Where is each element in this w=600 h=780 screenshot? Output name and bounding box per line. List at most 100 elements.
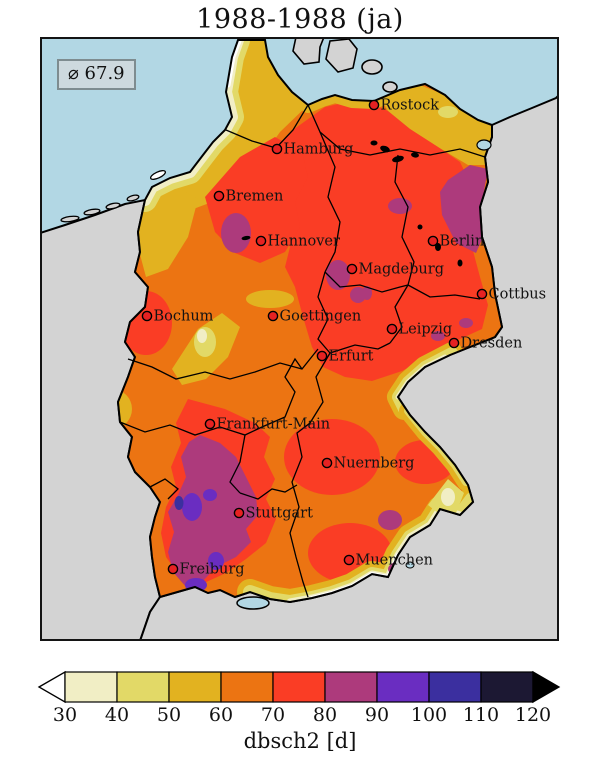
colorbar-segment-110 bbox=[480, 671, 534, 703]
city-marker-leipzig bbox=[386, 323, 398, 335]
city-label-frankfurt-main: Frankfurt-Main bbox=[217, 417, 331, 433]
band-40-coast bbox=[438, 106, 458, 118]
city-label-leipzig: Leipzig bbox=[399, 322, 453, 338]
colorbar-tick-50: 50 bbox=[156, 704, 182, 726]
colorbar-under-arrow bbox=[37, 670, 66, 704]
city-marker-frankfurt-main bbox=[204, 418, 216, 430]
band-30-hessen bbox=[197, 329, 207, 343]
city-marker-hannover bbox=[255, 235, 267, 247]
borders bbox=[116, 39, 504, 604]
band-70-franconia bbox=[284, 419, 380, 495]
band-80-dresden bbox=[431, 331, 445, 341]
band-50-northeast bbox=[380, 85, 492, 165]
germany-border bbox=[116, 39, 504, 604]
wadden-island bbox=[126, 194, 140, 202]
band-80-oder bbox=[440, 165, 488, 253]
lake-lagoon bbox=[476, 139, 492, 151]
band-80-dresden bbox=[459, 318, 473, 328]
city-label-goettingen: Goettingen bbox=[280, 309, 362, 325]
city-marker-cottbus bbox=[476, 288, 488, 300]
frisian-island bbox=[149, 170, 167, 180]
band-90-blob bbox=[182, 493, 202, 521]
city-marker-magdeburg bbox=[346, 263, 358, 275]
city-label-dresden: Dresden bbox=[461, 336, 523, 352]
band-80-southwest bbox=[168, 435, 258, 587]
city-marker-bremen bbox=[213, 190, 225, 202]
colorbar-tick-labels: 30 40 50 60 70 80 90 100 110 120 bbox=[0, 704, 600, 728]
city-marker-dresden bbox=[448, 337, 460, 349]
colorbar-axis-label: dbsch2 [d] bbox=[243, 729, 357, 753]
figure-title: 1988-1988 (ja) bbox=[196, 4, 404, 35]
colorbar-tick-40: 40 bbox=[104, 704, 130, 726]
city-label-rostock: Rostock bbox=[381, 98, 440, 114]
city-marker-muenchen bbox=[343, 554, 355, 566]
band-50-blob bbox=[246, 290, 294, 308]
lake-bodensee bbox=[236, 596, 270, 610]
colorbar-segment-70 bbox=[272, 671, 326, 703]
city-marker-freiburg bbox=[167, 563, 179, 575]
colorbar-tick-30: 30 bbox=[52, 704, 78, 726]
band-70-east bbox=[255, 99, 488, 381]
city-label-berlin: Berlin bbox=[440, 234, 485, 250]
city-label-bochum: Bochum bbox=[154, 309, 214, 325]
colorbar-segment-30 bbox=[64, 671, 118, 703]
city-marker-rostock bbox=[368, 99, 380, 111]
city-label-cottbus: Cottbus bbox=[489, 287, 547, 303]
city-marker-stuttgart bbox=[233, 507, 245, 519]
city-label-magdeburg: Magdeburg bbox=[359, 262, 444, 278]
band-80-berlin-west bbox=[388, 198, 412, 214]
small-lakes bbox=[241, 140, 463, 267]
band-90-blob bbox=[208, 552, 224, 570]
city-label-nuernberg: Nuernberg bbox=[334, 456, 415, 472]
colorbar-tick-100: 100 bbox=[410, 704, 448, 726]
city-label-freiburg: Freiburg bbox=[180, 562, 245, 578]
colorbar-over-arrow bbox=[532, 670, 561, 704]
colorbar-segment-40 bbox=[116, 671, 170, 703]
band-50-eifel bbox=[118, 389, 132, 429]
city-label-erfurt: Erfurt bbox=[329, 349, 374, 365]
city-marker-goettingen bbox=[267, 310, 279, 322]
city-label-muenchen: Muenchen bbox=[356, 553, 433, 569]
wadden-island bbox=[60, 215, 80, 223]
colorbar-tick-120: 120 bbox=[514, 704, 552, 726]
wadden-island bbox=[105, 202, 121, 210]
city-label-stuttgart: Stuttgart bbox=[246, 506, 314, 522]
city-label-hannover: Hannover bbox=[268, 234, 340, 250]
city-label-hamburg: Hamburg bbox=[284, 142, 354, 158]
band-80-muenchen-east bbox=[378, 510, 402, 530]
band-100-blob bbox=[174, 496, 184, 510]
band-80-blob bbox=[362, 286, 372, 300]
colorbar-tick-70: 70 bbox=[260, 704, 286, 726]
wadden-island bbox=[83, 208, 101, 216]
denmark-island bbox=[361, 59, 383, 75]
city-label-bremen: Bremen bbox=[226, 189, 284, 205]
colorbar-segment-90 bbox=[376, 671, 430, 703]
band-80-hannover bbox=[221, 213, 251, 253]
passau-band-30 bbox=[441, 488, 455, 506]
colorbar-segment-50 bbox=[168, 671, 222, 703]
colorbar-tick-90: 90 bbox=[364, 704, 390, 726]
colorbar bbox=[37, 670, 561, 704]
city-marker-berlin bbox=[427, 235, 439, 247]
city-marker-hamburg bbox=[271, 143, 283, 155]
colorbar-segment-80 bbox=[324, 671, 378, 703]
colorbar-tick-110: 110 bbox=[462, 704, 500, 726]
colorbar-tick-80: 80 bbox=[312, 704, 338, 726]
lake-chiemsee bbox=[405, 561, 415, 569]
denmark-island bbox=[292, 37, 325, 65]
map-frame bbox=[40, 37, 559, 641]
band-80-magdeburg bbox=[326, 260, 350, 290]
band-80-magdeburg bbox=[350, 287, 366, 303]
city-marker-erfurt bbox=[316, 350, 328, 362]
colorbar-segment-60 bbox=[220, 671, 274, 703]
city-marker-bochum bbox=[141, 310, 153, 322]
band-50-emsland bbox=[138, 189, 198, 277]
lakes bbox=[236, 139, 492, 610]
average-badge: ⌀ 67.9 bbox=[57, 59, 136, 90]
city-layer: Rostock Hamburg Bremen Hannover Berlin Magdeb… bbox=[141, 98, 547, 578]
colorbar-segment-100 bbox=[428, 671, 482, 703]
state-borders bbox=[119, 104, 486, 598]
denmark-island bbox=[382, 81, 398, 93]
colorbar-tick-60: 60 bbox=[208, 704, 234, 726]
